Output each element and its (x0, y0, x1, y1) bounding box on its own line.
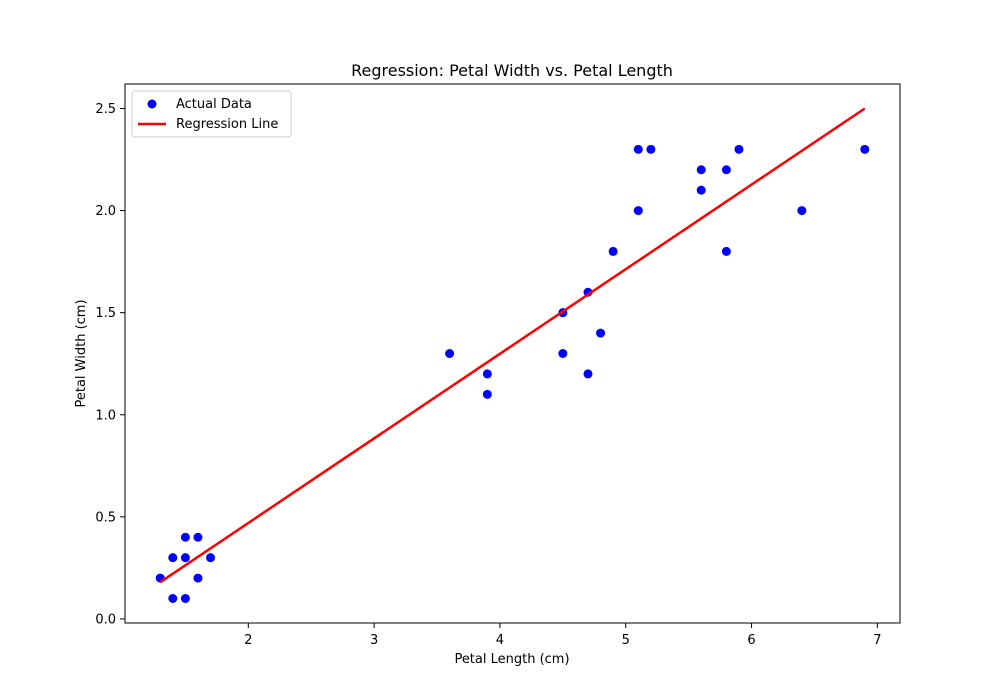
y-tick-label-2.5: 2.5 (95, 102, 116, 117)
plot-area (125, 84, 900, 623)
data-point-20 (633, 206, 643, 216)
data-point-6 (193, 532, 203, 542)
x-tick-label-2: 2 (244, 633, 252, 648)
legend-label-regression-line: Regression Line (176, 117, 278, 132)
data-point-1 (168, 553, 178, 563)
data-point-26 (797, 206, 807, 216)
data-point-27 (860, 144, 870, 154)
data-point-21 (696, 165, 706, 175)
data-point-18 (633, 144, 643, 154)
x-tick-label-4: 4 (496, 633, 504, 648)
data-point-22 (696, 185, 706, 195)
data-point-9 (445, 349, 455, 358)
data-point-5 (180, 594, 190, 603)
data-point-25 (734, 144, 744, 154)
data-point-2 (168, 594, 178, 603)
y-tick-label-1.0: 1.0 (95, 408, 116, 423)
data-point-17 (608, 246, 618, 256)
y-axis-label: Petal Width (cm) (74, 299, 89, 407)
data-point-10 (482, 369, 492, 379)
data-point-19 (646, 144, 656, 154)
legend-marker-actual-data (147, 99, 157, 109)
x-tick-label-6: 6 (747, 633, 755, 648)
y-tick-label-2.0: 2.0 (95, 204, 116, 219)
data-point-23 (721, 165, 731, 175)
y-axis: 0.0 0.5 1.0 1.5 2.0 2.5 (95, 102, 125, 627)
y-tick-label-1.5: 1.5 (95, 306, 116, 321)
regression-line (159, 107, 866, 584)
legend-label-actual-data: Actual Data (176, 97, 252, 112)
data-point-16 (596, 328, 606, 338)
x-tick-label-3: 3 (370, 633, 378, 648)
x-axis: 2 3 4 5 6 7 (244, 623, 881, 648)
x-tick-label-7: 7 (873, 633, 881, 648)
x-tick-label-5: 5 (622, 633, 630, 648)
data-point-13 (558, 349, 568, 358)
y-tick-label-0.5: 0.5 (95, 510, 116, 525)
data-point-24 (721, 246, 731, 256)
data-point-15 (583, 369, 593, 379)
data-point-3 (180, 532, 190, 542)
legend: Actual Data Regression Line (131, 90, 292, 138)
x-axis-label: Petal Length (cm) (454, 652, 569, 667)
chart-title: Regression: Petal Width vs. Petal Length (351, 61, 673, 80)
plot-frame (124, 83, 901, 624)
data-point-7 (193, 573, 203, 583)
data-point-8 (206, 553, 216, 563)
y-tick-label-0.0: 0.0 (95, 612, 116, 627)
legend-box (131, 90, 292, 138)
data-point-11 (482, 389, 492, 399)
data-layer (155, 107, 870, 603)
data-point-4 (180, 553, 190, 563)
